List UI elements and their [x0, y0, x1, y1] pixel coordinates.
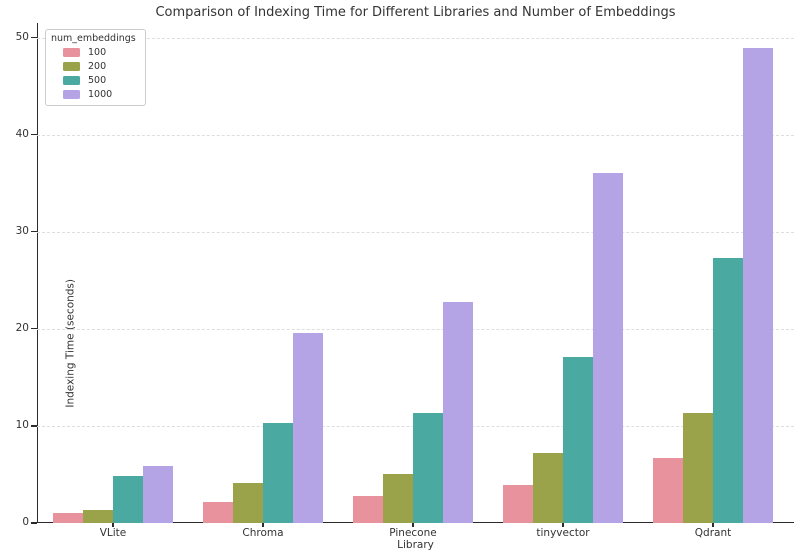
- y-tick-mark-40: [31, 134, 37, 136]
- y-tick-mark-20: [31, 328, 37, 330]
- legend-item-500: 500: [63, 75, 136, 86]
- y-tick-mark-30: [31, 231, 37, 233]
- x-tick-label-tinyvector: tinyvector: [536, 527, 590, 539]
- legend-title: num_embeddings: [51, 33, 136, 44]
- bar-Qdrant-100: [653, 457, 683, 523]
- legend-label-200: 200: [88, 61, 107, 72]
- x-tick-label-VLite: VLite: [99, 527, 127, 539]
- legend-swatch-1000: [63, 90, 80, 99]
- x-axis-label: Library: [397, 539, 434, 551]
- y-tick-label-0: 0: [22, 516, 29, 528]
- x-tick-mark-tinyvector: [562, 523, 564, 527]
- bar-Qdrant-500: [713, 257, 743, 523]
- bar-Chroma-1000: [293, 332, 323, 523]
- bar-Chroma-500: [263, 423, 293, 523]
- bar-tinyvector-500: [563, 356, 593, 523]
- legend-items: 100 200 500 1000: [51, 47, 136, 100]
- legend-label-1000: 1000: [88, 89, 113, 100]
- bar-tinyvector-100: [503, 485, 533, 523]
- bar-VLite-200: [83, 510, 113, 523]
- bar-tinyvector-1000: [593, 173, 623, 523]
- y-tick-mark-0: [31, 522, 37, 524]
- gridline-30: [37, 231, 794, 233]
- bar-Pinecone-1000: [443, 301, 473, 523]
- x-tick-mark-VLite: [112, 523, 114, 527]
- y-tick-mark-50: [31, 36, 37, 39]
- bar-Qdrant-1000: [743, 48, 773, 523]
- x-tick-mark-Qdrant: [712, 523, 714, 527]
- x-tick-label-Pinecone: Pinecone: [389, 527, 437, 539]
- bar-Chroma-200: [233, 483, 263, 523]
- bar-tinyvector-200: [533, 453, 563, 523]
- y-axis-label: Indexing Time (seconds): [64, 279, 77, 408]
- y-tick-label-50: 50: [15, 30, 29, 43]
- gridline-50: [37, 37, 794, 39]
- y-tick-mark-10: [31, 425, 37, 427]
- x-tick-mark-Pinecone: [412, 523, 414, 527]
- bar-Pinecone-200: [383, 474, 413, 523]
- legend-swatch-100: [63, 48, 80, 57]
- y-axis-spine: [37, 23, 38, 523]
- bar-Chroma-100: [203, 501, 233, 523]
- legend-label-100: 100: [88, 47, 107, 58]
- bar-Pinecone-500: [413, 413, 443, 523]
- legend-label-500: 500: [88, 75, 107, 86]
- x-tick-mark-Chroma: [262, 523, 264, 527]
- bar-Pinecone-100: [353, 495, 383, 523]
- bar-VLite-1000: [143, 465, 173, 523]
- legend-swatch-500: [63, 76, 80, 85]
- gridline-40: [37, 134, 794, 136]
- bar-VLite-100: [53, 513, 83, 523]
- legend: num_embeddings 100 200 500 1000: [45, 29, 146, 106]
- y-tick-label-10: 10: [15, 418, 29, 431]
- chart-title: Comparison of Indexing Time for Differen…: [155, 5, 676, 20]
- gridline-20: [37, 328, 794, 330]
- y-tick-label-40: 40: [15, 127, 29, 140]
- legend-item-200: 200: [63, 61, 136, 72]
- bar-Qdrant-200: [683, 413, 713, 523]
- y-tick-label-20: 20: [15, 321, 29, 334]
- x-tick-label-Qdrant: Qdrant: [694, 527, 732, 539]
- legend-item-100: 100: [63, 47, 136, 58]
- y-tick-label-30: 30: [15, 224, 29, 237]
- legend-swatch-200: [63, 62, 80, 71]
- legend-item-1000: 1000: [63, 89, 136, 100]
- bar-VLite-500: [113, 476, 143, 523]
- x-tick-label-Chroma: Chroma: [242, 527, 284, 539]
